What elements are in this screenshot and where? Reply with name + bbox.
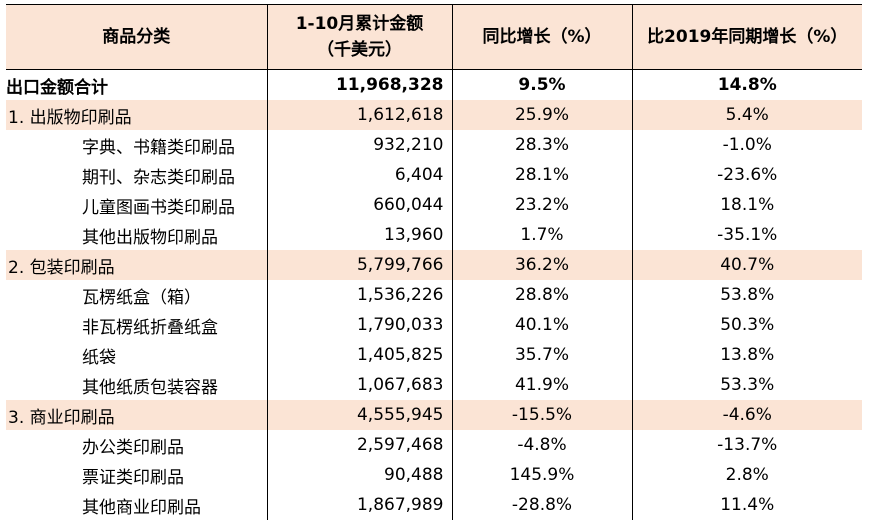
category-row: 1. 出版物印刷品 1,612,618 25.9% 5.4% xyxy=(6,100,862,130)
table-row: 办公类印刷品 2,597,468 -4.8% -13.7% xyxy=(6,430,862,460)
cell-amount: 1,612,618 xyxy=(266,100,452,130)
cell-amount: 11,968,328 xyxy=(266,69,452,100)
cell-yoy: -28.8% xyxy=(451,490,632,520)
table-row: 票证类印刷品 90,488 145.9% 2.8% xyxy=(6,460,862,490)
header-row: 商品分类 1-10月累计金额 （千美元） 同比增长（%） 比2019年同期增长（… xyxy=(6,4,862,70)
cell-yoy: 41.9% xyxy=(451,370,632,400)
cell-amount: 1,867,989 xyxy=(266,490,452,520)
cell-name: 其他纸质包装容器 xyxy=(82,377,218,398)
cell-name: 办公类印刷品 xyxy=(82,437,184,458)
cell-yoy: 28.3% xyxy=(451,130,632,160)
cell-yoy: 36.2% xyxy=(451,250,632,280)
category-row: 2. 包装印刷品 5,799,766 36.2% 40.7% xyxy=(6,250,862,280)
table-row: 瓦楞纸盒（箱） 1,536,226 28.8% 53.8% xyxy=(6,280,862,310)
category-row: 3. 商业印刷品 4,555,945 -15.5% -4.6% xyxy=(6,400,862,430)
cell-vs2019: 40.7% xyxy=(631,250,862,280)
cell-vs2019: 53.3% xyxy=(631,370,862,400)
cell-name: 出口金额合计 xyxy=(6,77,108,98)
table-row: 纸袋 1,405,825 35.7% 13.8% xyxy=(6,340,862,370)
cell-vs2019: 5.4% xyxy=(631,100,862,130)
cell-vs2019: -4.6% xyxy=(631,400,862,430)
table-row: 期刊、杂志类印刷品 6,404 28.1% -23.6% xyxy=(6,160,862,190)
cell-vs2019: -35.1% xyxy=(631,220,862,250)
cell-vs2019: 18.1% xyxy=(631,190,862,220)
cell-vs2019: -23.6% xyxy=(631,160,862,190)
cell-amount: 4,555,945 xyxy=(266,400,452,430)
cell-name: 字典、书籍类印刷品 xyxy=(82,137,235,158)
header-amount-line1: 1-10月累计金额 xyxy=(295,14,424,34)
cell-name: 期刊、杂志类印刷品 xyxy=(82,167,235,188)
cell-vs2019: 13.8% xyxy=(631,340,862,370)
cell-amount: 2,597,468 xyxy=(266,430,452,460)
cell-name: 票证类印刷品 xyxy=(82,467,184,488)
cell-name: 其他商业印刷品 xyxy=(82,497,201,518)
cell-name: 3. 商业印刷品 xyxy=(6,400,267,430)
cell-yoy: 145.9% xyxy=(451,460,632,490)
cell-amount: 932,210 xyxy=(266,130,452,160)
cell-yoy: 35.7% xyxy=(451,340,632,370)
cell-vs2019: -1.0% xyxy=(631,130,862,160)
cell-name: 瓦楞纸盒（箱） xyxy=(82,287,201,308)
cell-name: 2. 包装印刷品 xyxy=(6,250,267,280)
export-table: 商品分类 1-10月累计金额 （千美元） 同比增长（%） 比2019年同期增长（… xyxy=(6,4,862,520)
cell-amount: 13,960 xyxy=(266,220,452,250)
cell-yoy: 1.7% xyxy=(451,220,632,250)
table-body: 出口金额合计 11,968,328 9.5% 14.8% 1. 出版物印刷品 1,612,… xyxy=(6,69,862,520)
cell-amount: 6,404 xyxy=(266,160,452,190)
table-row: 非瓦楞纸折叠纸盒 1,790,033 40.1% 50.3% xyxy=(6,310,862,340)
cell-name: 儿童图画书类印刷品 xyxy=(82,197,235,218)
cell-amount: 1,405,825 xyxy=(266,340,452,370)
cell-name: 1. 出版物印刷品 xyxy=(6,100,267,130)
cell-yoy: -15.5% xyxy=(451,400,632,430)
table-row: 儿童图画书类印刷品 660,044 23.2% 18.1% xyxy=(6,190,862,220)
cell-yoy: 28.1% xyxy=(451,160,632,190)
cell-name: 非瓦楞纸折叠纸盒 xyxy=(82,317,218,338)
cell-yoy: -4.8% xyxy=(451,430,632,460)
cell-yoy: 28.8% xyxy=(451,280,632,310)
cell-vs2019: -13.7% xyxy=(631,430,862,460)
cell-yoy: 9.5% xyxy=(451,69,632,100)
cell-amount: 90,488 xyxy=(266,460,452,490)
cell-yoy: 23.2% xyxy=(451,190,632,220)
cell-vs2019: 2.8% xyxy=(631,460,862,490)
cell-amount: 1,067,683 xyxy=(266,370,452,400)
cell-vs2019: 53.8% xyxy=(631,280,862,310)
header-amount-line2: （千美元） xyxy=(317,40,402,60)
cell-amount: 1,536,226 xyxy=(266,280,452,310)
table-row: 其他纸质包装容器 1,067,683 41.9% 53.3% xyxy=(6,370,862,400)
header-amount: 1-10月累计金额 （千美元） xyxy=(266,4,452,70)
cell-amount: 5,799,766 xyxy=(266,250,452,280)
cell-name: 其他出版物印刷品 xyxy=(82,227,218,248)
header-vs2019: 比2019年同期增长（%） xyxy=(631,4,862,70)
table-row: 其他出版物印刷品 13,960 1.7% -35.1% xyxy=(6,220,862,250)
total-row: 出口金额合计 11,968,328 9.5% 14.8% xyxy=(6,69,862,100)
cell-vs2019: 50.3% xyxy=(631,310,862,340)
header-yoy: 同比增长（%） xyxy=(451,4,632,70)
table-row: 字典、书籍类印刷品 932,210 28.3% -1.0% xyxy=(6,130,862,160)
table-row: 其他商业印刷品 1,867,989 -28.8% 11.4% xyxy=(6,490,862,520)
cell-yoy: 25.9% xyxy=(451,100,632,130)
cell-amount: 1,790,033 xyxy=(266,310,452,340)
header-category: 商品分类 xyxy=(6,4,267,70)
cell-yoy: 40.1% xyxy=(451,310,632,340)
cell-name: 纸袋 xyxy=(82,347,116,368)
cell-vs2019: 11.4% xyxy=(631,490,862,520)
cell-amount: 660,044 xyxy=(266,190,452,220)
cell-vs2019: 14.8% xyxy=(631,69,862,100)
